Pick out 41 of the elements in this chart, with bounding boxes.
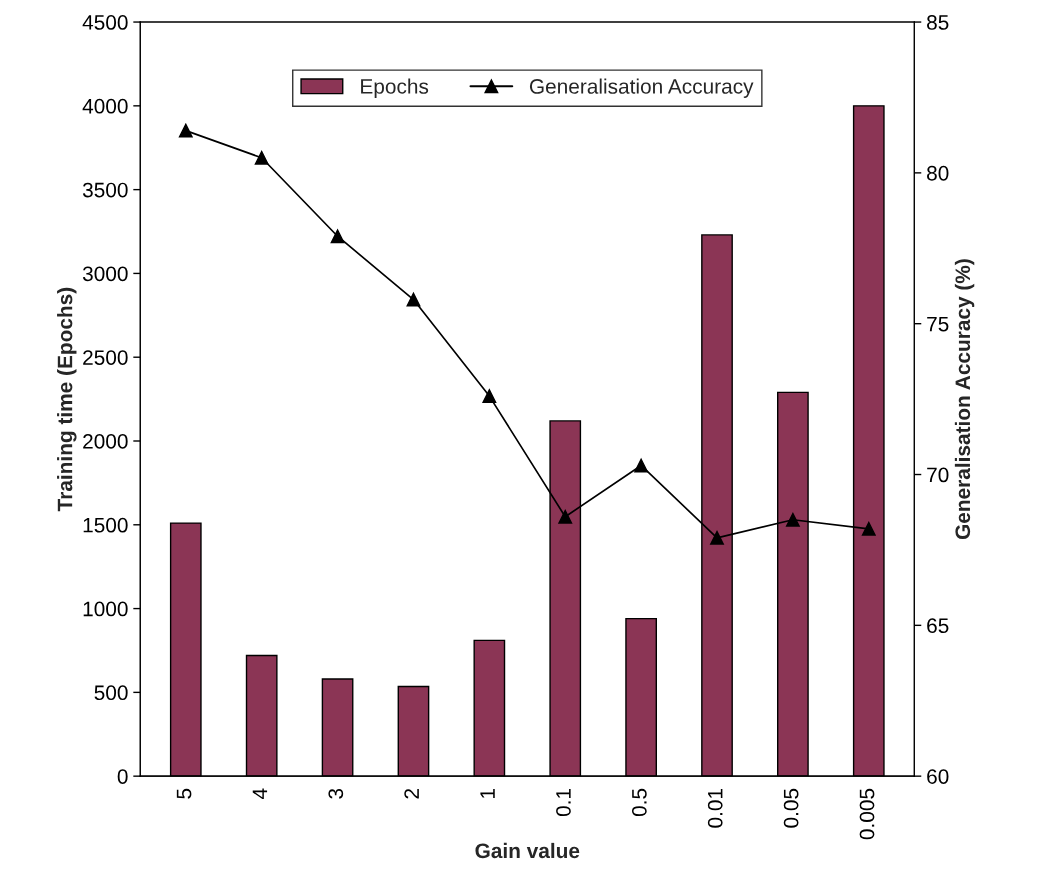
x-tick-label: 3	[328, 788, 344, 799]
point	[330, 229, 345, 244]
x-tick-label: 0.1	[556, 788, 571, 817]
y-tick-label: 3000	[82, 266, 128, 282]
x-tick-label: 0.01	[707, 788, 723, 828]
y2-tick-label: 75	[927, 316, 949, 332]
x-tick-label: 5	[176, 788, 192, 799]
x-tick-label: 4	[252, 788, 268, 800]
y-tick-label: 2000	[83, 434, 128, 449]
y-tick-label: 4500	[82, 15, 128, 30]
point	[710, 530, 724, 545]
y2-tick-label: 65	[927, 618, 949, 634]
x-tick-label: 1	[480, 788, 495, 798]
point	[178, 123, 193, 138]
y-tick-label: 3500	[82, 182, 128, 198]
x-tick-label: 0.5	[631, 788, 647, 817]
legend-label: Epochs	[361, 78, 429, 98]
point	[254, 150, 269, 165]
point	[785, 512, 800, 527]
legend-label: Generalisation Accuracy	[529, 78, 754, 98]
x-axis-title: Gain value	[475, 842, 580, 859]
point	[406, 292, 421, 307]
x-tick-label: 2	[404, 789, 419, 799]
y-tick-label: 2500	[83, 350, 128, 365]
y2-tick-label: 60	[927, 769, 949, 784]
y-tick-label: 0	[117, 769, 128, 784]
y2-tick-label: 85	[927, 15, 949, 30]
y-tick-label: 1000	[83, 601, 128, 617]
y-tick-label: 4000	[82, 98, 128, 114]
x-tick-label: 0.05	[783, 788, 799, 828]
y-tick-label: 1500	[83, 517, 128, 533]
y2-tick-label: 70	[927, 467, 949, 483]
point	[634, 458, 649, 473]
point	[558, 509, 573, 524]
y2-axis-title: Generalisation Accuracy (%)	[954, 259, 975, 540]
y-axis-title: Training time (Epochs)	[57, 287, 77, 512]
point	[861, 521, 876, 536]
point	[482, 389, 497, 404]
y-tick-label: 500	[94, 685, 128, 701]
x-tick-label: 0.005	[859, 788, 875, 840]
y2-tick-label: 80	[927, 165, 949, 181]
